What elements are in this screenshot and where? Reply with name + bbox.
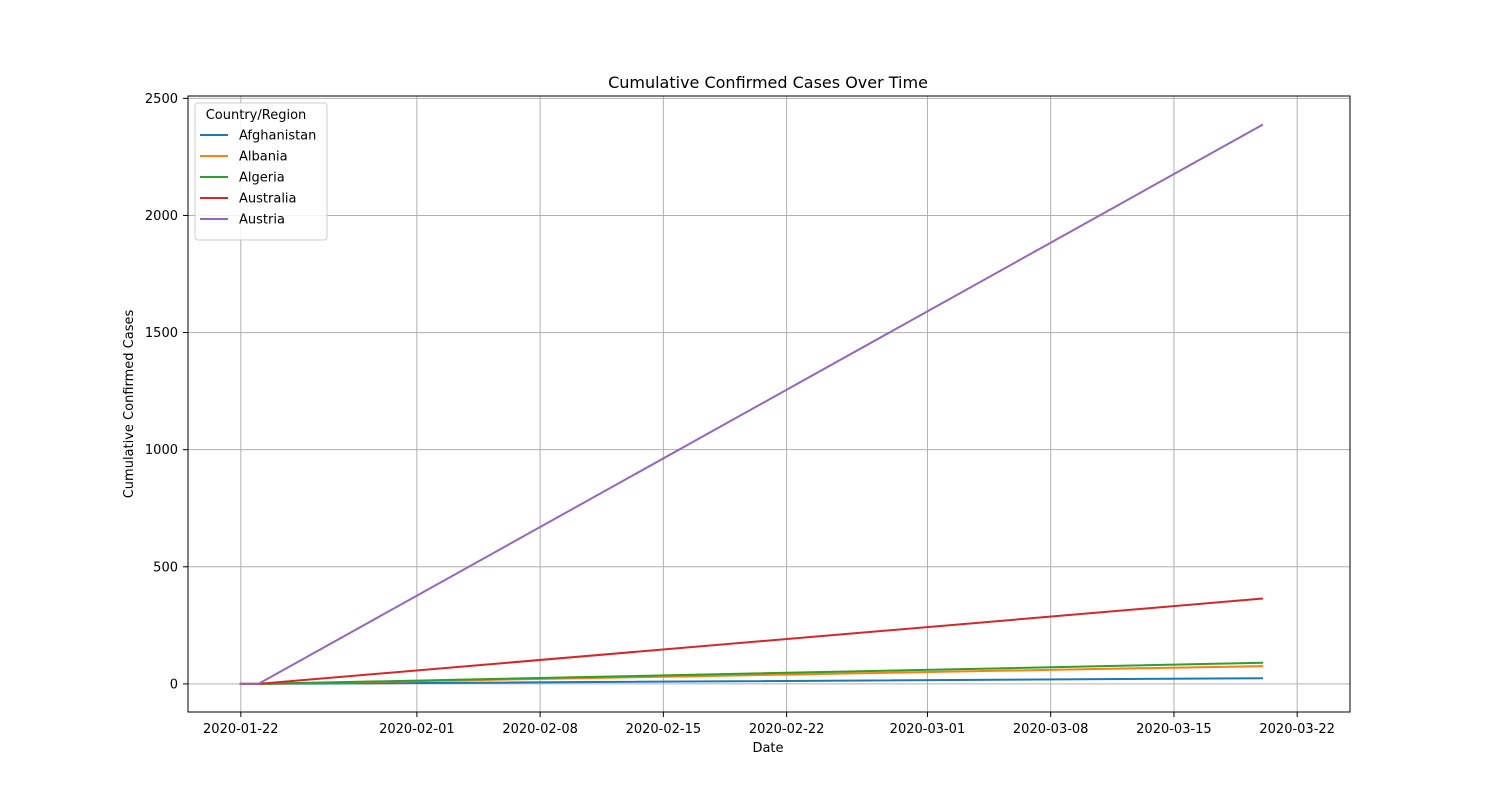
y-tick-label: 1000 [145,443,178,458]
plot-frame [187,95,1351,713]
series-line-austria [239,123,1264,685]
y-axis-title: Cumulative Confirmed Cases [122,310,137,499]
y-tick-label: 1500 [145,326,178,341]
x-tick-label: 2020-02-01 [379,722,455,737]
x-tick-label: 2020-02-08 [502,722,578,737]
legend: Country/Region Afghanistan Albania Algeria A… [194,102,328,241]
legend-title: Country/Region [206,108,307,123]
y-tick-label: 2500 [145,92,178,107]
chart-title: Cumulative Confirmed Cases Over Time [608,73,928,92]
axes-layer: 2020-01-22 2020-02-01 2020-02-08 2020-02-15… [145,92,1335,737]
series-layer [239,123,1264,685]
y-tick-label: 500 [153,560,178,575]
y-tick-label: 2000 [145,209,178,224]
y-tick-label: 0 [170,677,178,692]
legend-label-afghanistan: Afghanistan [239,129,316,144]
legend-box [194,102,328,241]
legend-label-albania: Albania [239,150,288,165]
legend-label-australia: Australia [239,192,297,207]
x-tick-label: 2020-03-15 [1136,722,1212,737]
x-tick-label: 2020-03-08 [1013,722,1089,737]
grid-layer [188,96,1350,712]
x-tick-label: 2020-02-22 [749,722,825,737]
legend-label-austria: Austria [239,213,285,228]
x-tick-label: 2020-02-15 [626,722,702,737]
x-tick-label: 2020-03-22 [1259,722,1335,737]
x-tick-label: 2020-01-22 [203,722,279,737]
x-tick-label: 2020-03-01 [890,722,966,737]
legend-label-algeria: Algeria [239,171,285,186]
x-axis-title: Date [752,741,783,756]
